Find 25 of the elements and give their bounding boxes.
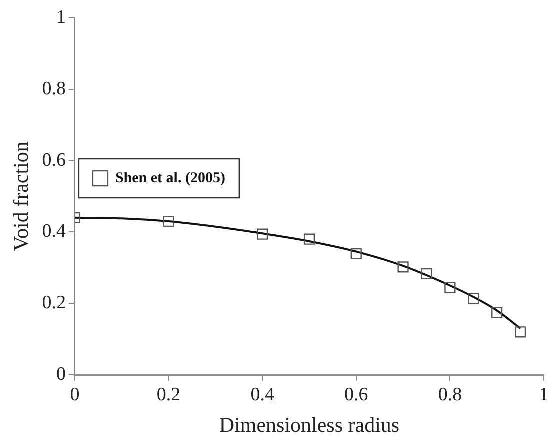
x-tick-label: 0 — [70, 384, 80, 406]
x-tick-label: 0.6 — [344, 384, 368, 406]
point — [444, 282, 456, 294]
y-tick-label: 0.6 — [42, 150, 66, 171]
x-axis-title: Dimensionless radius — [219, 412, 400, 437]
point — [421, 268, 432, 280]
point — [398, 262, 409, 273]
y-tick-label: 0 — [56, 364, 66, 385]
y-tick-label: 0.2 — [42, 292, 66, 314]
x-tick-label: 0.4 — [250, 384, 275, 406]
x-tick-label: 0.2 — [156, 384, 181, 406]
y-tick-label: 1 — [56, 6, 66, 28]
legend-label: Shen et al. (2005) — [115, 170, 226, 186]
point — [304, 234, 316, 245]
y-tick-label: 0.8 — [42, 78, 66, 100]
point — [468, 293, 480, 304]
point — [163, 216, 174, 228]
x-tick-label: 0.8 — [438, 384, 462, 406]
point — [257, 228, 268, 240]
x-tick-label: 1 — [539, 384, 549, 406]
point — [350, 248, 362, 260]
y-axis-title: Void fraction — [9, 141, 34, 252]
y-tick-label: 0.4 — [42, 221, 66, 242]
point — [492, 307, 503, 318]
point — [515, 326, 526, 338]
